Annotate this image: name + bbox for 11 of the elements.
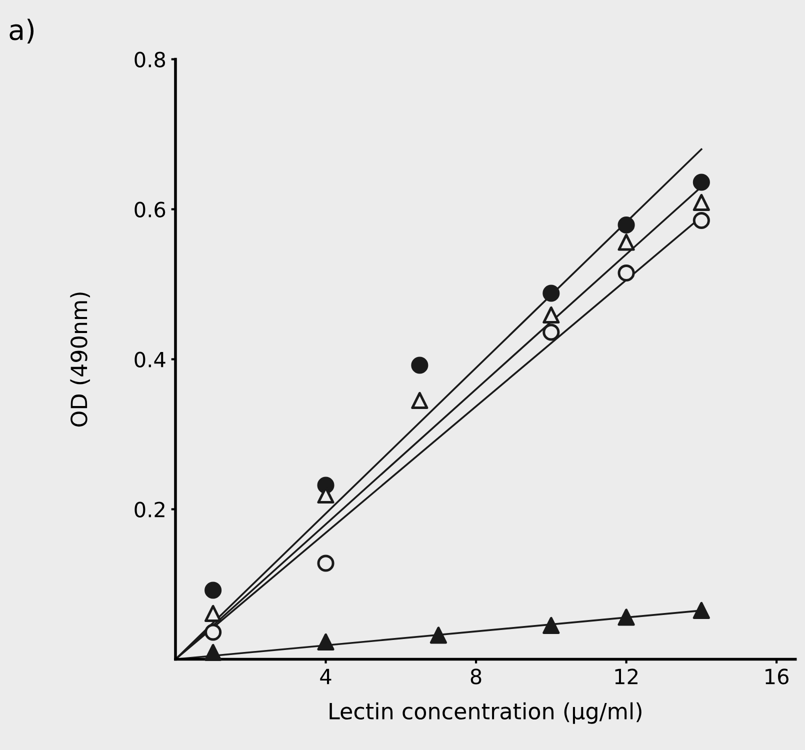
x-axis-title: Lectin concentration (μg/ml) — [330, 702, 642, 724]
x-tick-label: 8 — [470, 668, 482, 684]
x-tick-label: 12 — [615, 668, 638, 684]
x-tick-label: 16 — [766, 668, 788, 684]
y-axis-title: OD (490nm) — [70, 292, 90, 427]
x-tick-label: 4 — [320, 668, 332, 684]
text: a) — [10, 18, 34, 44]
y-tick-label: 0.6 — [134, 202, 166, 218]
y-tick-label: 0.8 — [134, 52, 166, 68]
y-tick-label: 0.4 — [134, 352, 166, 368]
y-tick-label: 0.2 — [134, 502, 164, 518]
